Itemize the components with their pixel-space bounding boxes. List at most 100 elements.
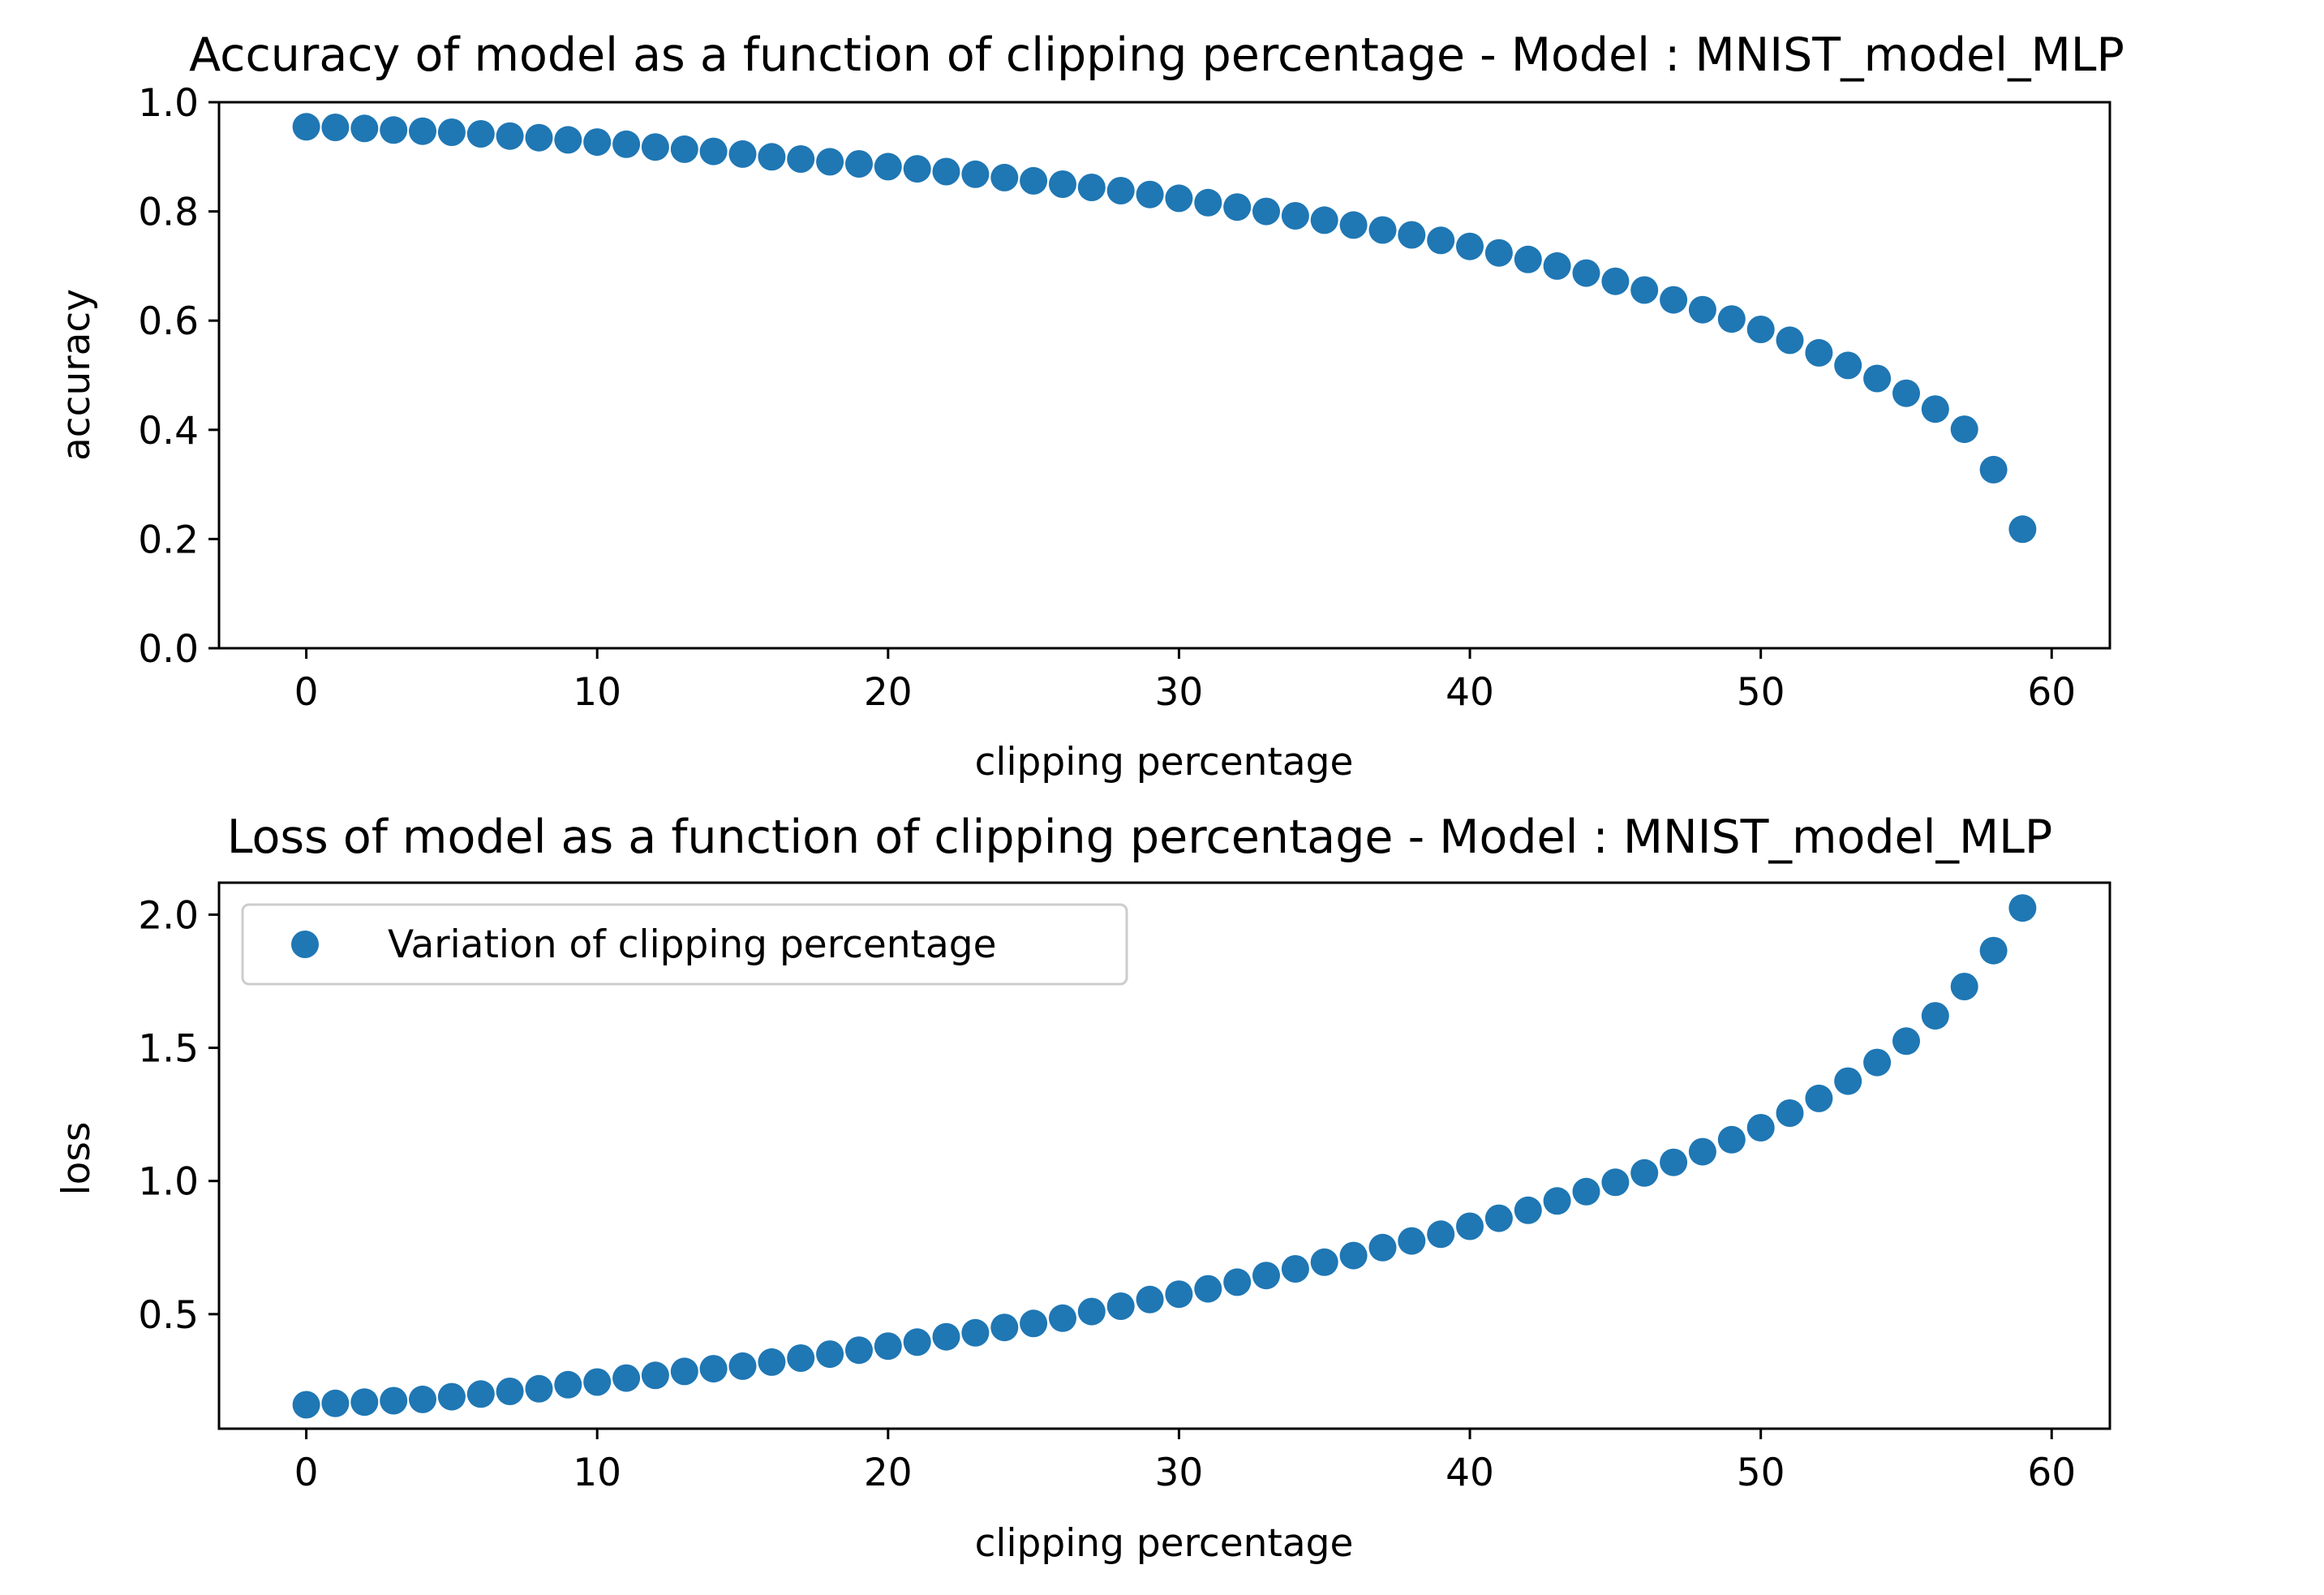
loss-x-axis-label: clipping percentage — [975, 1521, 1354, 1566]
accuracy-point — [583, 128, 612, 157]
accuracy-point — [2008, 515, 2037, 544]
accuracy-point — [1863, 364, 1892, 393]
accuracy-point — [1688, 295, 1716, 324]
loss-y-axis-label: loss — [54, 1122, 99, 1196]
accuracy-point — [380, 116, 408, 144]
accuracy-x-tick-label: 40 — [1446, 670, 1494, 715]
loss-point — [1601, 1168, 1630, 1197]
accuracy-point — [525, 123, 553, 152]
loss-axes-frame — [217, 881, 2111, 1430]
accuracy-point — [1746, 316, 1775, 343]
loss-point — [380, 1386, 408, 1415]
loss-y-tick-label: 1.0 — [138, 1160, 199, 1205]
loss-point — [758, 1348, 786, 1376]
loss-chart-title: Loss of model as a function of clipping … — [227, 810, 2053, 864]
accuracy-point — [1979, 455, 2008, 484]
loss-point — [903, 1328, 931, 1356]
loss-y-ticks: 0.5 1.0 1.5 2.0 — [138, 893, 219, 1338]
loss-point — [496, 1378, 524, 1405]
loss-point — [670, 1357, 698, 1386]
accuracy-point — [1630, 276, 1659, 304]
accuracy-x-tick-label: 20 — [864, 670, 913, 715]
loss-point — [350, 1388, 379, 1417]
accuracy-y-tick-label: 0.2 — [138, 518, 199, 562]
loss-y-tick-label: 0.5 — [138, 1293, 199, 1338]
loss-point — [1252, 1262, 1280, 1290]
accuracy-chart-title: Accuracy of model as a function of clipp… — [189, 28, 2124, 82]
accuracy-point — [1223, 193, 1252, 221]
accuracy-point — [1660, 286, 1688, 314]
loss-point — [612, 1364, 641, 1392]
accuracy-point — [466, 120, 495, 148]
loss-point — [1310, 1248, 1338, 1276]
accuracy-point — [1921, 395, 1949, 423]
loss-point — [1863, 1048, 1892, 1077]
accuracy-point — [874, 153, 902, 181]
loss-point — [1049, 1304, 1076, 1332]
accuracy-point — [816, 148, 844, 176]
accuracy-point — [1398, 221, 1426, 249]
loss-point — [1484, 1204, 1513, 1232]
accuracy-y-axis-label: accuracy — [54, 289, 99, 461]
legend-label: Variation of clipping percentage — [388, 922, 997, 967]
accuracy-point — [437, 118, 466, 146]
loss-point — [1921, 1002, 1949, 1030]
accuracy-point — [1456, 232, 1484, 260]
loss-point — [1572, 1177, 1600, 1206]
loss-point — [990, 1313, 1019, 1342]
accuracy-point — [554, 126, 582, 154]
loss-series-points — [292, 894, 2037, 1419]
accuracy-point — [641, 133, 669, 161]
accuracy-x-tick-label: 60 — [2027, 670, 2076, 715]
loss-point — [787, 1344, 815, 1372]
accuracy-x-ticks: 0 10 20 30 40 50 60 — [294, 648, 2076, 715]
accuracy-point — [321, 114, 350, 141]
loss-x-tick-label: 40 — [1446, 1451, 1494, 1495]
accuracy-point — [496, 122, 524, 150]
accuracy-point — [1194, 188, 1222, 217]
loss-point — [845, 1336, 873, 1365]
loss-point — [816, 1340, 844, 1369]
accuracy-subplot: Accuracy of model as a function of clipp… — [54, 28, 2124, 785]
loss-point — [1892, 1027, 1920, 1055]
loss-point — [1223, 1268, 1252, 1296]
loss-y-tick-label: 2.0 — [138, 893, 199, 938]
loss-point — [292, 1391, 320, 1419]
accuracy-point — [1484, 239, 1513, 267]
loss-x-ticks: 0 10 20 30 40 50 60 — [294, 1429, 2076, 1495]
loss-point — [1950, 973, 1978, 1000]
legend-marker — [291, 931, 319, 958]
loss-point — [554, 1370, 582, 1399]
loss-x-tick-label: 0 — [294, 1451, 319, 1495]
loss-point — [1746, 1114, 1775, 1141]
accuracy-point — [1543, 252, 1571, 280]
accuracy-point — [1892, 379, 1920, 407]
accuracy-point — [1339, 211, 1368, 239]
accuracy-point — [787, 145, 815, 173]
loss-point — [1106, 1292, 1135, 1320]
loss-legend: Variation of clipping percentage — [241, 903, 1128, 986]
loss-point — [1368, 1233, 1397, 1262]
legend-box — [241, 903, 1128, 986]
loss-point — [1660, 1148, 1688, 1176]
accuracy-point — [1950, 415, 1978, 444]
accuracy-x-tick-label: 10 — [573, 670, 621, 715]
loss-point — [961, 1318, 990, 1347]
accuracy-point — [1717, 305, 1746, 333]
loss-point — [2008, 894, 2037, 922]
accuracy-x-axis-label: clipping percentage — [975, 740, 1354, 785]
loss-point — [1630, 1159, 1659, 1187]
accuracy-y-tick-label: 0.6 — [138, 299, 199, 344]
loss-point — [1020, 1309, 1048, 1338]
loss-point — [1717, 1125, 1746, 1154]
accuracy-axes-frame — [217, 101, 2111, 650]
accuracy-point — [699, 137, 728, 166]
loss-point — [1456, 1212, 1484, 1240]
loss-x-tick-label: 30 — [1155, 1451, 1204, 1495]
loss-point — [1281, 1255, 1309, 1283]
loss-point — [1805, 1084, 1833, 1112]
accuracy-point — [1106, 177, 1135, 204]
loss-point — [1165, 1280, 1193, 1309]
accuracy-point — [670, 135, 698, 163]
